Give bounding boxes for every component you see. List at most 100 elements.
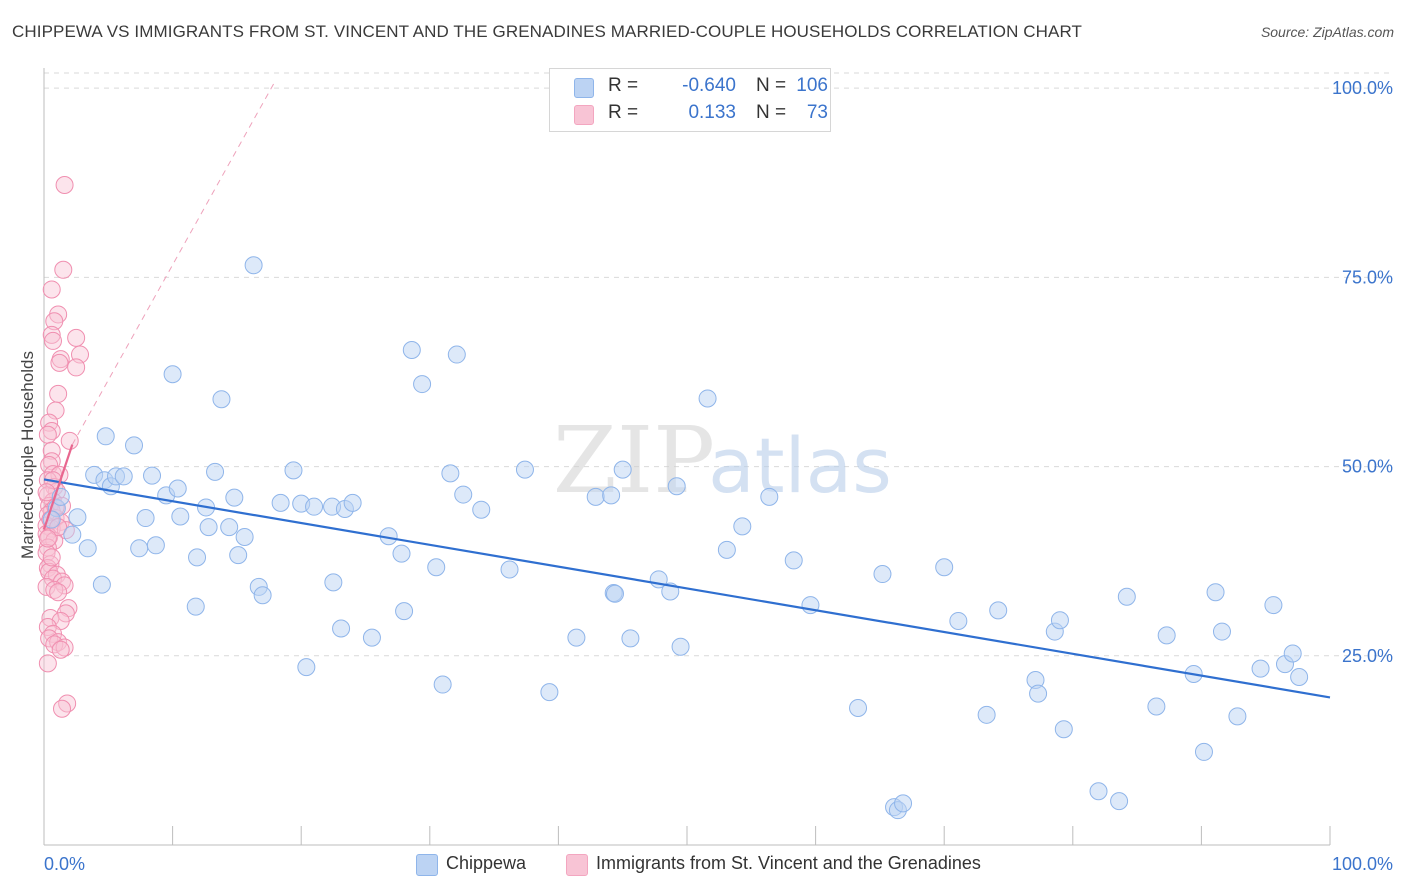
chippewa-point — [284, 461, 303, 480]
chippewa-point — [1228, 707, 1247, 726]
chippewa-point — [163, 365, 182, 384]
immigrants-point — [38, 529, 57, 548]
chippewa-point — [92, 575, 111, 594]
chippewa-point — [433, 675, 452, 694]
chippewa-point — [253, 586, 272, 605]
chippewa-point — [602, 486, 621, 505]
chippewa-point — [125, 436, 144, 455]
trend-lines — [42, 80, 1331, 699]
chippewa-point — [447, 345, 466, 364]
n-value: 73 — [806, 102, 828, 123]
immigrants-point — [42, 441, 61, 460]
immigrants-points — [37, 176, 90, 718]
chippewa-point — [567, 628, 586, 647]
chippewa-point — [1157, 626, 1176, 645]
r-label: R = — [608, 75, 639, 96]
chippewa-point — [1194, 742, 1213, 761]
chippewa-point — [229, 546, 248, 565]
chart-source: Source: ZipAtlas.com — [1260, 24, 1394, 40]
chippewa-swatch — [574, 78, 594, 98]
chippewa-point — [78, 539, 97, 558]
chippewa-point — [500, 560, 519, 579]
chippewa-point — [362, 628, 381, 647]
immigrants-point — [67, 328, 86, 347]
chippewa-point — [395, 602, 414, 621]
r-value: 0.133 — [688, 102, 736, 123]
chippewa-points — [42, 256, 1309, 820]
chippewa-point — [1117, 587, 1136, 606]
chippewa-point — [949, 611, 968, 630]
immigrants-point — [55, 176, 74, 195]
immigrants-point — [53, 699, 72, 718]
chippewa-point — [586, 487, 605, 506]
chippewa-point — [1147, 697, 1166, 716]
immigrants-legend-label: Immigrants from St. Vincent and the Gren… — [596, 853, 981, 873]
y-tick-label: 25.0% — [1342, 646, 1393, 666]
chippewa-point — [332, 619, 351, 638]
chippewa-point — [271, 493, 290, 512]
chippewa-point — [143, 466, 162, 485]
immigrants-legend-swatch — [566, 854, 588, 876]
immigrants-trend-extension — [71, 80, 276, 445]
chippewa-point — [1283, 644, 1302, 663]
r-label: R = — [608, 102, 639, 123]
watermark: ZIP atlas — [553, 407, 892, 514]
chippewa-point — [613, 460, 632, 479]
chippewa-point — [42, 510, 61, 529]
chippewa-point — [1054, 720, 1073, 739]
immigrants-swatch — [574, 105, 594, 125]
immigrants-point — [38, 654, 57, 673]
chippewa-point — [472, 500, 491, 519]
chippewa-point — [515, 460, 534, 479]
chippewa-point — [1251, 659, 1270, 678]
chippewa-point — [206, 462, 225, 481]
chippewa-point — [540, 683, 559, 702]
immigrants-point — [55, 576, 74, 595]
immigrants-point — [38, 425, 57, 444]
chippewa-point — [324, 573, 343, 592]
n-value: 106 — [796, 75, 828, 96]
chippewa-point — [1029, 684, 1048, 703]
immigrants-point — [60, 431, 79, 450]
chippewa-point — [873, 565, 892, 584]
chippewa-point — [63, 525, 82, 544]
y-tick-label: 75.0% — [1342, 267, 1393, 287]
chippewa-point — [441, 464, 460, 483]
chippewa-point — [760, 487, 779, 506]
chippewa-point — [1264, 596, 1283, 615]
chippewa-point — [784, 551, 803, 570]
n-label: N = — [756, 75, 787, 96]
immigrants-point — [42, 325, 61, 344]
x-tick-label: 100.0% — [1332, 854, 1393, 874]
chippewa-point — [305, 497, 324, 516]
immigrants-point — [49, 583, 68, 602]
chippewa-point — [244, 256, 263, 275]
chippewa-point — [168, 479, 187, 498]
immigrants-point — [58, 694, 77, 713]
immigrants-point — [40, 629, 59, 648]
chippewa-point — [605, 584, 624, 603]
r-value: -0.640 — [682, 75, 736, 96]
chippewa-point — [1206, 583, 1225, 602]
chippewa-point — [343, 493, 362, 512]
chippewa-point — [146, 536, 165, 555]
chippewa-point — [297, 658, 316, 677]
watermark-zip: ZIP — [553, 407, 715, 514]
chippewa-point — [935, 558, 954, 577]
chippewa-point — [171, 507, 190, 526]
tick-labels: 25.0% 50.0% 75.0% 100.0% 0.0% 100.0% — [44, 78, 1393, 874]
y-axis-label: Married-couple Households — [18, 351, 37, 559]
chippewa-trend-line — [43, 478, 1331, 699]
n-label: N = — [756, 102, 787, 123]
immigrants-point — [44, 331, 63, 350]
chippewa-point — [621, 629, 640, 648]
chippewa-point — [977, 705, 996, 724]
chippewa-point — [199, 518, 218, 537]
chippewa-point — [1089, 782, 1108, 801]
chippewa-point — [667, 477, 686, 496]
chippewa-point — [894, 794, 913, 813]
y-tick-label: 100.0% — [1332, 78, 1393, 98]
chippewa-point — [989, 601, 1008, 620]
immigrants-point — [49, 384, 68, 403]
